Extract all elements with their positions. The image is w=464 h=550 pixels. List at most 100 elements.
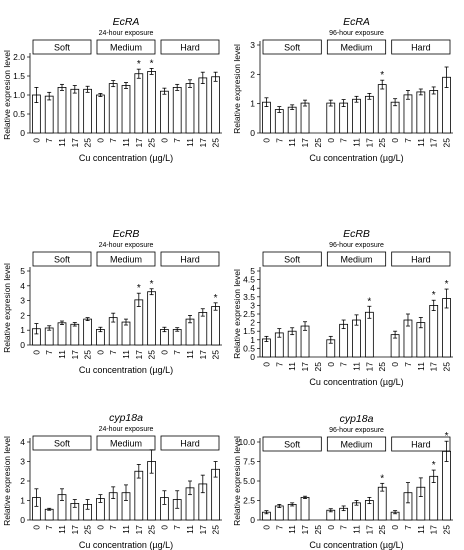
chart-title: EcRA	[343, 16, 370, 28]
x-tick-label: 11	[121, 138, 131, 147]
x-tick-label: 11	[57, 350, 67, 359]
condition-label: Medium	[110, 255, 142, 265]
condition-label: Medium	[340, 255, 372, 265]
x-tick-label: 0	[159, 138, 169, 143]
x-tick-label: 17	[300, 525, 310, 535]
x-tick-label: 7	[108, 525, 118, 530]
y-tick-label: 2	[250, 69, 255, 79]
x-tick-label: 0	[390, 138, 400, 143]
condition-box	[326, 436, 387, 452]
y-tick-label: 0	[250, 128, 255, 138]
y-tick-label: 0	[20, 340, 25, 350]
y-tick-label: 3.5	[243, 292, 255, 302]
x-axis-label: Cu concentration (µg/L)	[309, 377, 403, 387]
x-tick-label: 0	[31, 138, 41, 143]
x-tick-label: 7	[108, 138, 118, 143]
condition-label: Hard	[180, 255, 200, 265]
x-tick-label: 25	[147, 138, 157, 148]
chart-subtitle: 24-hour exposure	[99, 30, 154, 37]
bar	[364, 95, 374, 134]
y-tick-label: 0.5	[243, 343, 255, 353]
x-tick-label: 11	[416, 525, 426, 534]
bar	[352, 98, 361, 134]
bar	[287, 330, 297, 358]
y-tick-label: 1	[20, 325, 25, 335]
y-tick-label: 1	[250, 335, 255, 345]
y-axis-label: Relative expresion level	[232, 269, 242, 359]
x-tick-label: 17	[429, 138, 439, 148]
x-tick-label: 17	[134, 350, 144, 360]
bar	[147, 71, 156, 134]
condition-label: Hard	[411, 255, 431, 265]
bar	[300, 496, 310, 521]
condition-box	[160, 251, 220, 267]
x-tick-label: 7	[44, 138, 54, 143]
x-tick-label: 17	[198, 350, 208, 360]
x-axis-label: Cu concentration (µg/L)	[309, 153, 403, 163]
bar	[185, 83, 195, 134]
x-tick-label: 0	[95, 350, 105, 355]
x-tick-label: 7	[403, 138, 413, 143]
condition-label: Soft	[284, 255, 301, 265]
significance-star: *	[150, 58, 154, 69]
x-tick-label: 11	[185, 525, 195, 534]
y-tick-label: 1.5	[243, 326, 255, 336]
significance-star: *	[214, 293, 218, 304]
y-tick-label: 1.5	[13, 71, 25, 81]
x-tick-label: 11	[352, 362, 362, 371]
x-tick-label: 11	[287, 362, 297, 371]
x-tick-label: 25	[211, 525, 221, 535]
bar	[198, 77, 208, 134]
y-tick-label: 5	[20, 266, 25, 276]
chart-title: cyp18a	[109, 412, 143, 424]
significance-star: *	[367, 296, 371, 307]
chart-panel: cyp18a 96-hour exposure 0 2.5 5.0 7.5 10.0Rela…	[232, 413, 453, 550]
x-tick-label: 11	[352, 138, 362, 147]
chart-panel: cyp18a 24-hour exposure 0 1 2 3 4 Relative expr…	[2, 412, 222, 550]
significance-star: *	[432, 290, 436, 301]
y-tick-label: 4.5	[243, 275, 255, 285]
bar	[326, 102, 336, 134]
condition-label: Hard	[180, 43, 200, 53]
x-tick-label: 25	[313, 138, 323, 148]
x-tick-label: 7	[172, 525, 182, 530]
bar	[172, 87, 182, 134]
chart-title: cyp18a	[340, 413, 374, 425]
bar	[96, 94, 105, 134]
x-tick-label: 7	[274, 138, 284, 143]
y-tick-label: 0	[20, 515, 25, 525]
significance-star: *	[380, 473, 384, 484]
x-tick-label: 17	[70, 350, 80, 360]
y-tick-label: 4	[20, 281, 25, 291]
y-axis-label: Relative expresion level	[2, 263, 12, 353]
chart-title: EcRB	[343, 228, 370, 240]
x-tick-label: 25	[83, 138, 93, 148]
y-tick-label: 3	[250, 300, 255, 310]
bar	[429, 90, 439, 134]
significance-star: *	[137, 59, 141, 70]
x-tick-label: 7	[339, 362, 349, 367]
y-tick-label: 3	[20, 296, 25, 306]
x-tick-label: 25	[442, 138, 452, 148]
bar	[70, 88, 80, 134]
y-axis-label: Relative expresion level	[232, 436, 242, 526]
bar	[121, 321, 131, 346]
condition-label: Soft	[54, 439, 71, 449]
x-tick-label: 17	[70, 138, 80, 148]
y-tick-label: 2	[20, 310, 25, 320]
bar	[83, 88, 92, 134]
x-tick-label: 25	[442, 525, 452, 535]
chart-panel: EcRA 24-hour exposure 0 0.5 1.0 1.5 2.0Relativ…	[2, 16, 222, 163]
bar	[416, 91, 426, 134]
condition-label: Hard	[411, 440, 431, 450]
x-tick-label: 0	[390, 525, 400, 530]
x-tick-label: 7	[274, 525, 284, 530]
y-tick-label: 3	[250, 40, 255, 50]
x-tick-label: 25	[377, 138, 387, 148]
x-tick-label: 7	[339, 525, 349, 530]
chart-title: EcRB	[113, 228, 140, 240]
y-tick-label: 7.5	[243, 457, 255, 467]
x-tick-label: 0	[261, 362, 271, 367]
x-tick-label: 25	[377, 525, 387, 535]
y-tick-label: 0	[250, 515, 255, 525]
